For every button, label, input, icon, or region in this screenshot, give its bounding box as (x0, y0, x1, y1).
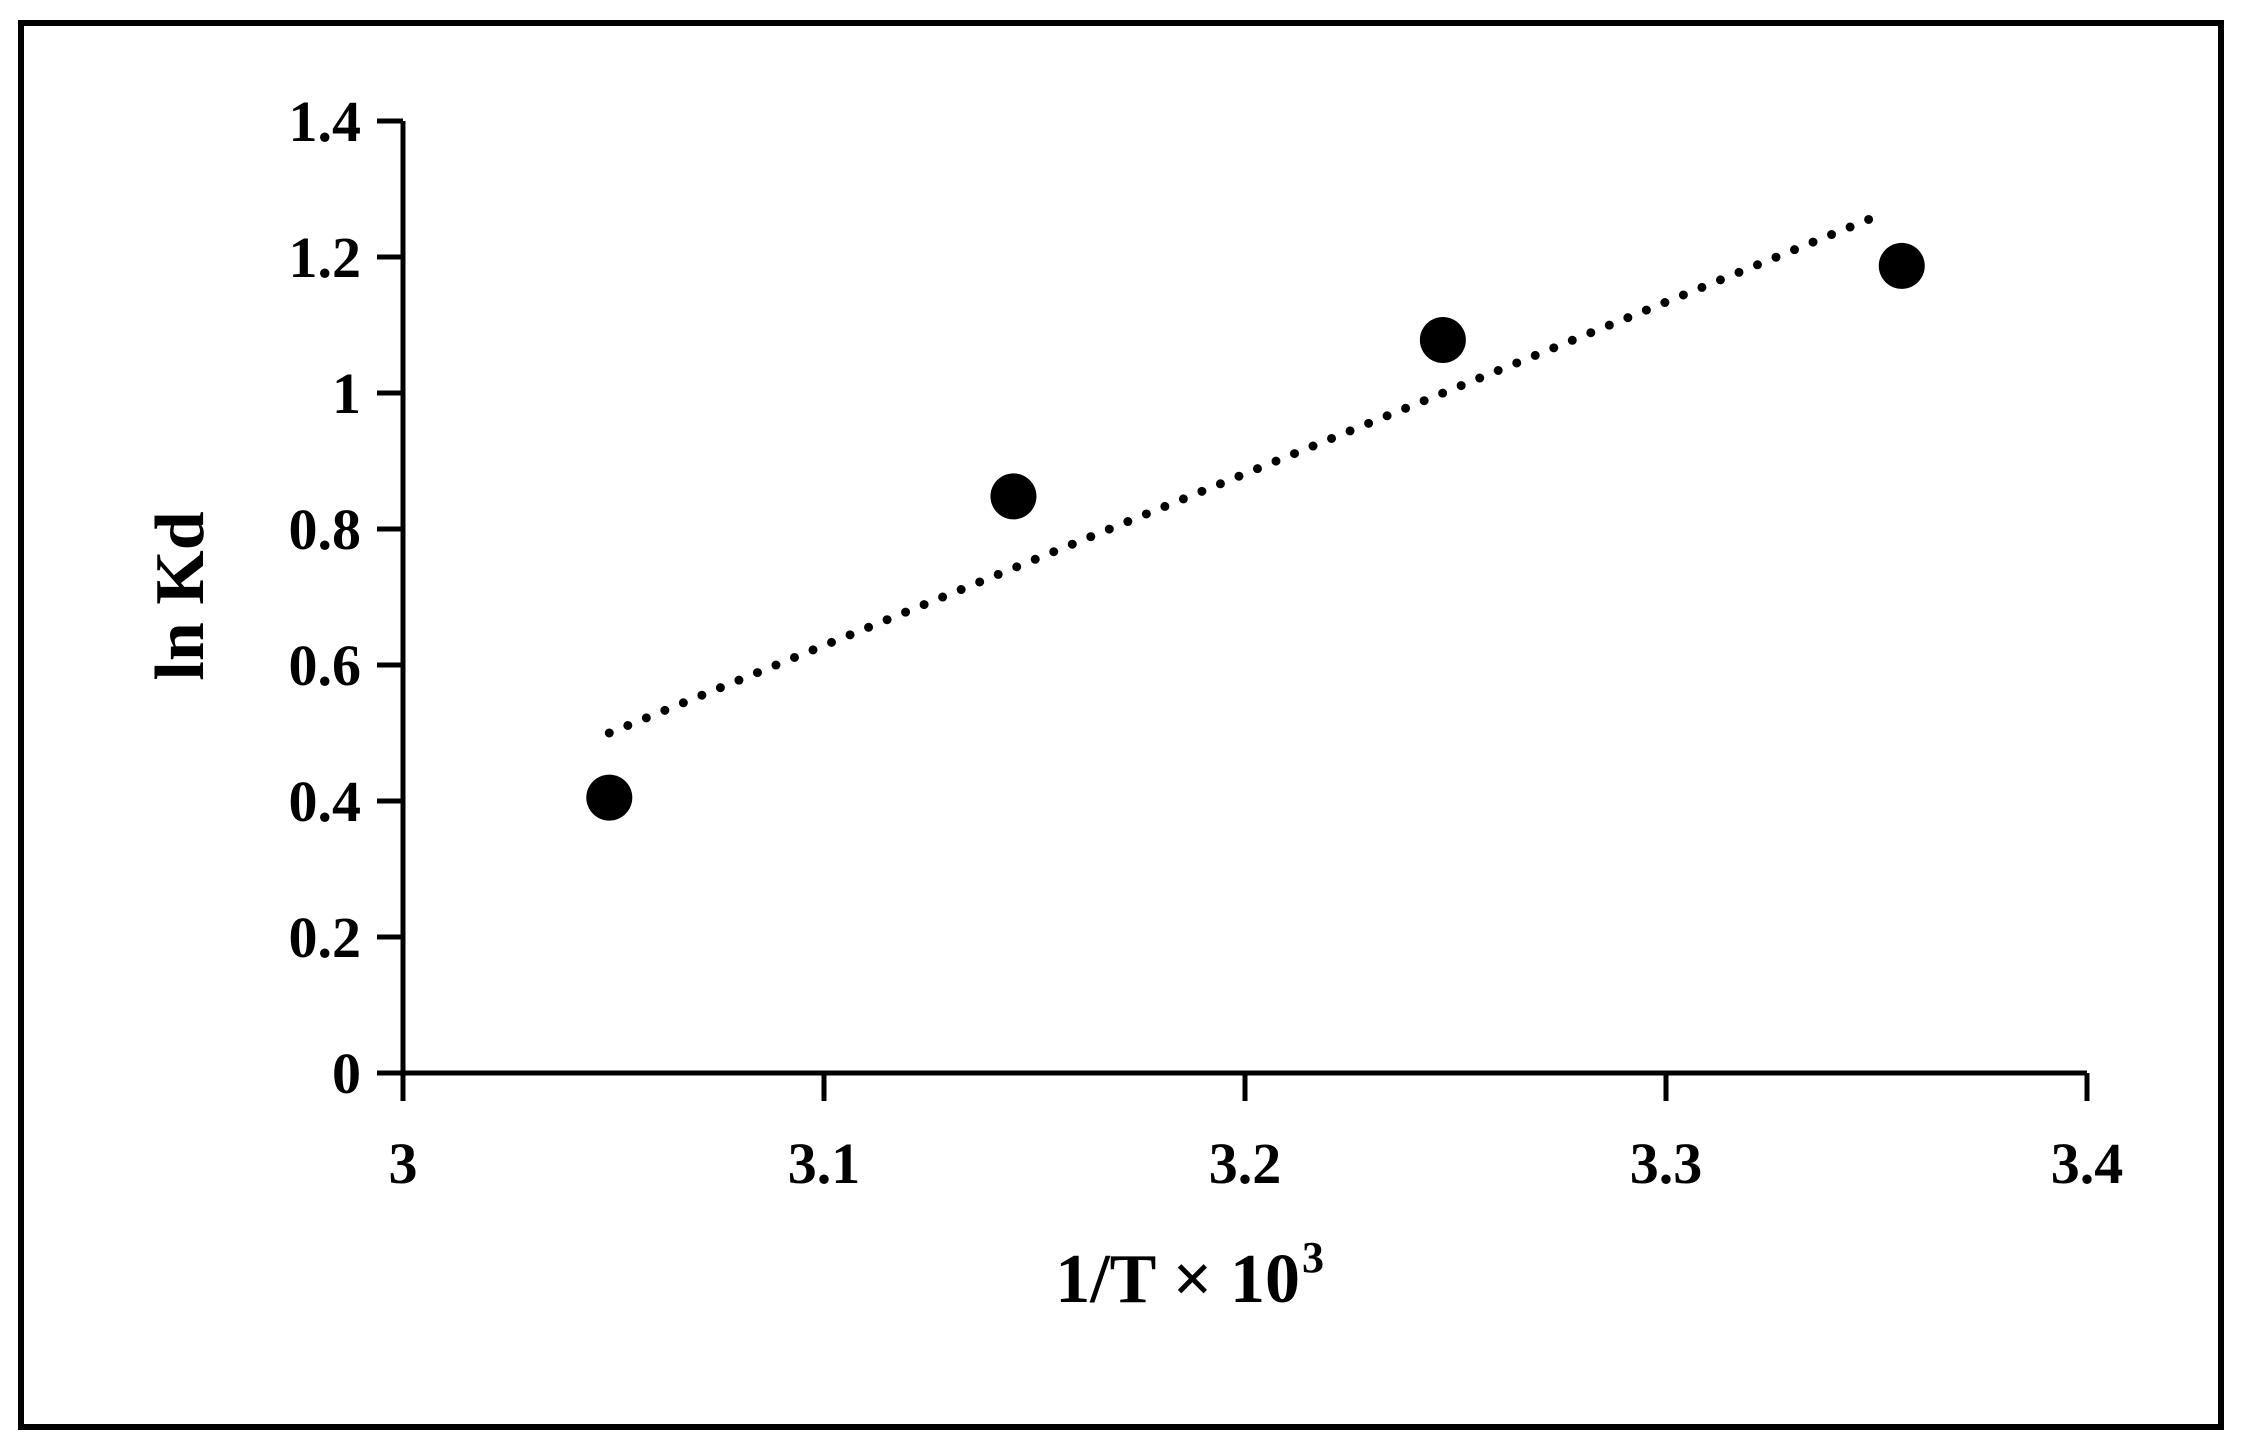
x-tick-label: 3.4 (2051, 1131, 2124, 1196)
data-point (1419, 316, 1466, 363)
y-axis-title: ln Kd (142, 511, 219, 680)
x-axis-ticks: 3 3.1 3.2 3.3 3.4 (389, 1073, 2124, 1196)
y-tick-label: 1.2 (289, 225, 362, 290)
x-tick-label: 3.3 (1630, 1131, 1703, 1196)
plot-area: 3 3.1 3.2 3.3 3.4 0 0.2 0.4 0.6 0.8 1 1.2 1.4 (289, 89, 2124, 1196)
data-point (990, 473, 1037, 520)
x-axis-title-superscript: 3 (1302, 1233, 1324, 1282)
y-tick-label: 1.4 (289, 89, 362, 154)
y-tick-label: 0.8 (289, 497, 362, 562)
y-tick-label: 1 (332, 361, 361, 426)
x-tick-label: 3 (389, 1131, 418, 1196)
y-tick-label: 0.6 (289, 633, 362, 698)
data-points-layer (586, 242, 1925, 821)
y-tick-label: 0 (332, 1041, 361, 1106)
data-point (1878, 242, 1925, 289)
y-axis-ticks: 0 0.2 0.4 0.6 0.8 1 1.2 1.4 (289, 89, 403, 1106)
x-axis-title-main: 1/T × 10 (1055, 1241, 1300, 1318)
y-tick-label: 0.2 (289, 905, 362, 970)
y-tick-label: 0.4 (289, 769, 362, 834)
x-tick-label: 3.1 (788, 1131, 861, 1196)
x-axis-title: 1/T × 10 (1055, 1241, 1300, 1318)
data-point (586, 774, 633, 821)
x-tick-label: 3.2 (1209, 1131, 1282, 1196)
